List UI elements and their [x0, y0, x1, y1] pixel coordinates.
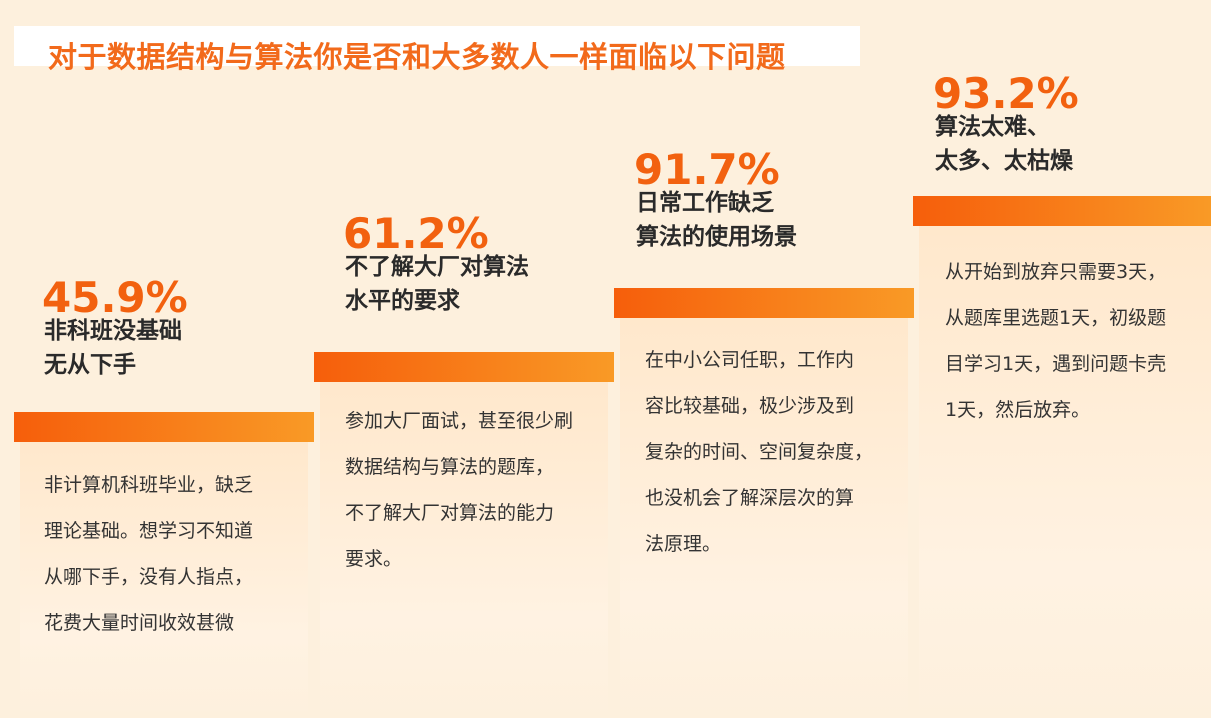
step-2-description-line-4: 要求。 [345, 548, 403, 570]
step-2-panel [320, 382, 608, 718]
step-3-heading: 日常工作缺乏 算法的使用场景 [636, 186, 797, 254]
step-3-description: 在中小公司任职，工作内 容比较基础，极少涉及到 复杂的时间、空间复杂度， 也没机… [645, 337, 873, 567]
step-2-percent: 61.2% [343, 209, 489, 258]
step-2-description-line-2: 数据结构与算法的题库， [345, 456, 555, 478]
step-1-heading: 非科班没基础 无从下手 [44, 314, 182, 382]
step-2-heading-line-1: 不了解大厂对算法 [345, 254, 529, 280]
page-title: 对于数据结构与算法你是否和大多数人一样面临以下问题 [48, 40, 786, 74]
step-3-description-line-2: 容比较基础，极少涉及到 [645, 395, 855, 417]
step-4-heading-line-1: 算法太难、 [935, 114, 1050, 140]
step-1-description-line-3: 从哪下手，没有人指点， [44, 566, 254, 588]
step-4-description-line-3: 目学习1天，遇到问题卡壳 [945, 353, 1167, 375]
step-1-heading-line-2: 无从下手 [44, 352, 136, 378]
step-4-description-line-1: 从开始到放弃只需要3天， [945, 261, 1167, 283]
step-3-percent: 91.7% [634, 145, 780, 194]
step-2-description: 参加大厂面试，甚至很少刷 数据结构与算法的题库， 不了解大厂对算法的能力 要求。 [345, 398, 573, 582]
step-2-heading: 不了解大厂对算法 水平的要求 [345, 250, 529, 318]
step-1-panel [20, 442, 308, 718]
step-3-heading-line-2: 算法的使用场景 [636, 224, 797, 250]
step-1-description-line-1: 非计算机科班毕业，缺乏 [44, 474, 254, 496]
step-1-heading-line-1: 非科班没基础 [44, 318, 182, 344]
step-4-panel [919, 226, 1211, 718]
title-banner: 对于数据结构与算法你是否和大多数人一样面临以下问题 [14, 26, 860, 74]
step-1-description-line-2: 理论基础。想学习不知道 [44, 520, 254, 542]
step-2-description-line-1: 参加大厂面试，甚至很少刷 [345, 410, 574, 432]
step-3-heading-line-1: 日常工作缺乏 [636, 190, 774, 216]
step-3-description-line-4: 也没机会了解深层次的算 [645, 487, 855, 509]
step-4-description-line-2: 从题库里选题1天，初级题 [945, 307, 1167, 329]
step-4-description-line-4: 1天，然后放弃。 [945, 399, 1091, 421]
step-3-description-line-5: 法原理。 [645, 533, 722, 555]
step-3-panel [620, 318, 908, 718]
step-4-heading-line-2: 太多、太枯燥 [935, 148, 1073, 174]
step-2-bar [314, 352, 614, 382]
step-3-description-line-1: 在中小公司任职，工作内 [645, 349, 855, 371]
step-4-bar [913, 196, 1211, 226]
step-1-percent: 45.9% [42, 273, 188, 322]
step-3-description-line-3: 复杂的时间、空间复杂度， [645, 441, 874, 463]
step-3-bar [614, 288, 914, 318]
step-1-bar [14, 412, 314, 442]
step-4-heading: 算法太难、 太多、太枯燥 [935, 110, 1073, 178]
step-2-heading-line-2: 水平的要求 [345, 288, 460, 314]
step-4-description: 从开始到放弃只需要3天， 从题库里选题1天，初级题 目学习1天，遇到问题卡壳 1… [945, 249, 1166, 433]
step-4-percent: 93.2% [933, 69, 1079, 118]
step-1-description-line-4: 花费大量时间收效甚微 [44, 612, 235, 634]
step-1-description: 非计算机科班毕业，缺乏 理论基础。想学习不知道 从哪下手，没有人指点， 花费大量… [44, 462, 253, 646]
step-2-description-line-3: 不了解大厂对算法的能力 [345, 502, 555, 524]
